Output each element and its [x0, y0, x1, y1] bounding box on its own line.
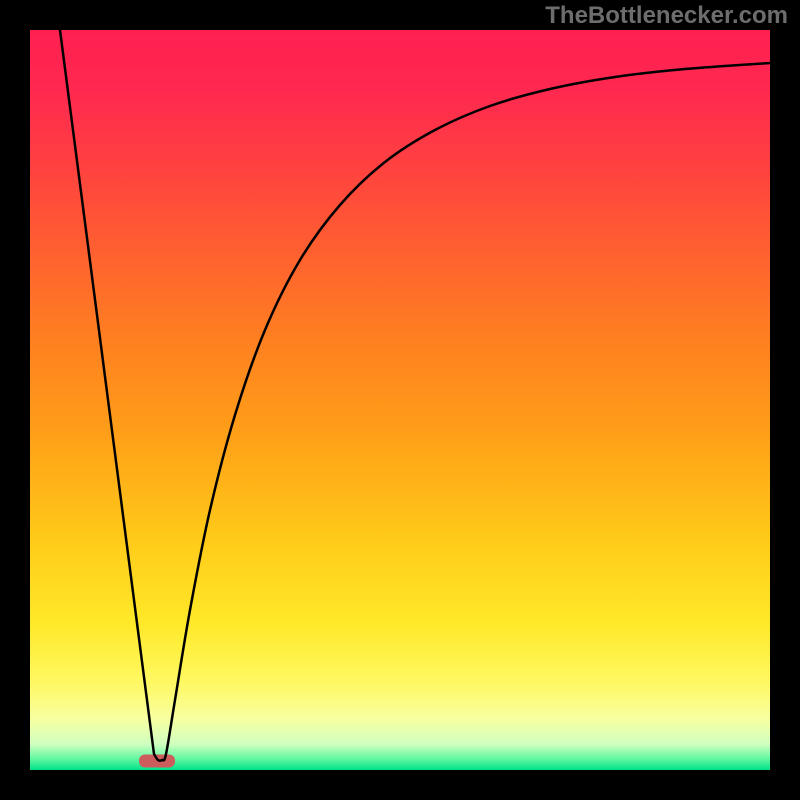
- watermark-text: TheBottlenecker.com: [545, 2, 788, 30]
- frame-border: [0, 770, 800, 800]
- chart-root: TheBottlenecker.com: [0, 0, 800, 800]
- chart-svg: [0, 0, 800, 800]
- frame-border: [770, 0, 800, 800]
- min-marker: [139, 755, 175, 768]
- frame-border: [0, 0, 30, 800]
